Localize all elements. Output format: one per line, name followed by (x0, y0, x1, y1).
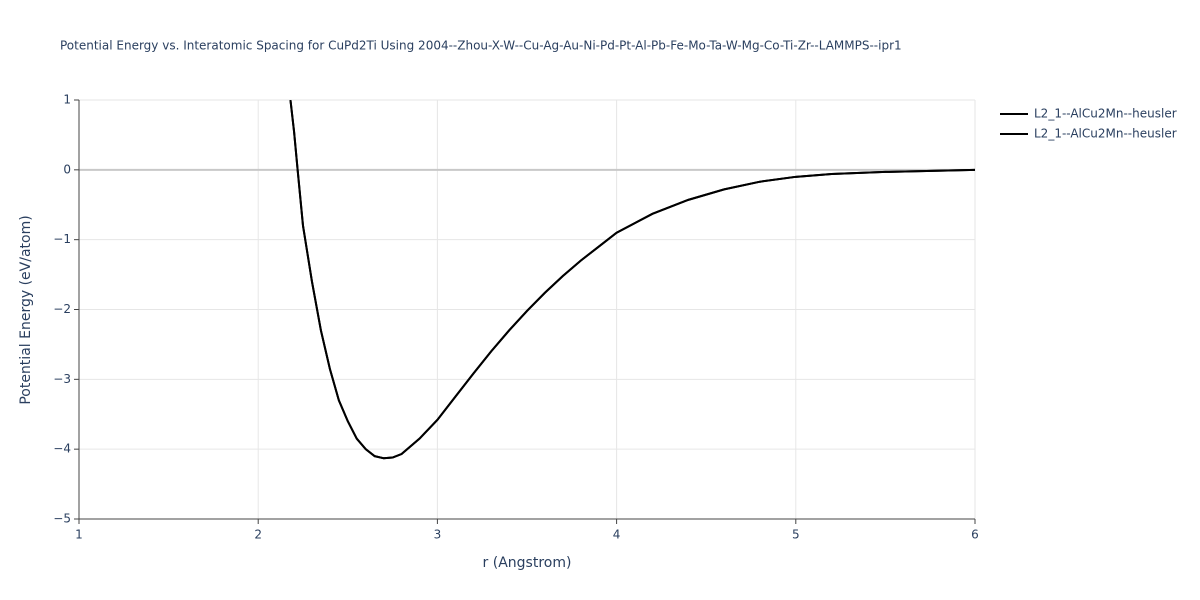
legend-label: L2_1--AlCu2Mn--heusler (1034, 107, 1177, 121)
x-tick-label: 2 (254, 528, 262, 542)
y-tick-label: −4 (53, 442, 71, 456)
y-axis-label: Potential Energy (eV/atom) (18, 215, 34, 404)
x-tick-label: 4 (613, 528, 621, 542)
legend-label: L2_1--AlCu2Mn--heusler (1034, 127, 1177, 141)
x-tick-label: 1 (75, 528, 83, 542)
chart-title: Potential Energy vs. Interatomic Spacing… (60, 39, 902, 53)
y-tick-label: −3 (53, 372, 71, 386)
x-tick-label: 5 (792, 528, 800, 542)
x-tick-label: 3 (434, 528, 442, 542)
y-tick-label: −1 (53, 232, 71, 246)
y-tick-label: −2 (53, 302, 71, 316)
line-series (289, 100, 975, 460)
y-tick-label: 0 (63, 162, 71, 176)
x-axis-label: r (Angstrom) (483, 555, 572, 571)
y-tick-label: 1 (63, 93, 71, 107)
y-tick-label: −5 (53, 512, 71, 526)
x-tick-label: 6 (971, 528, 979, 542)
line-series (289, 100, 975, 460)
